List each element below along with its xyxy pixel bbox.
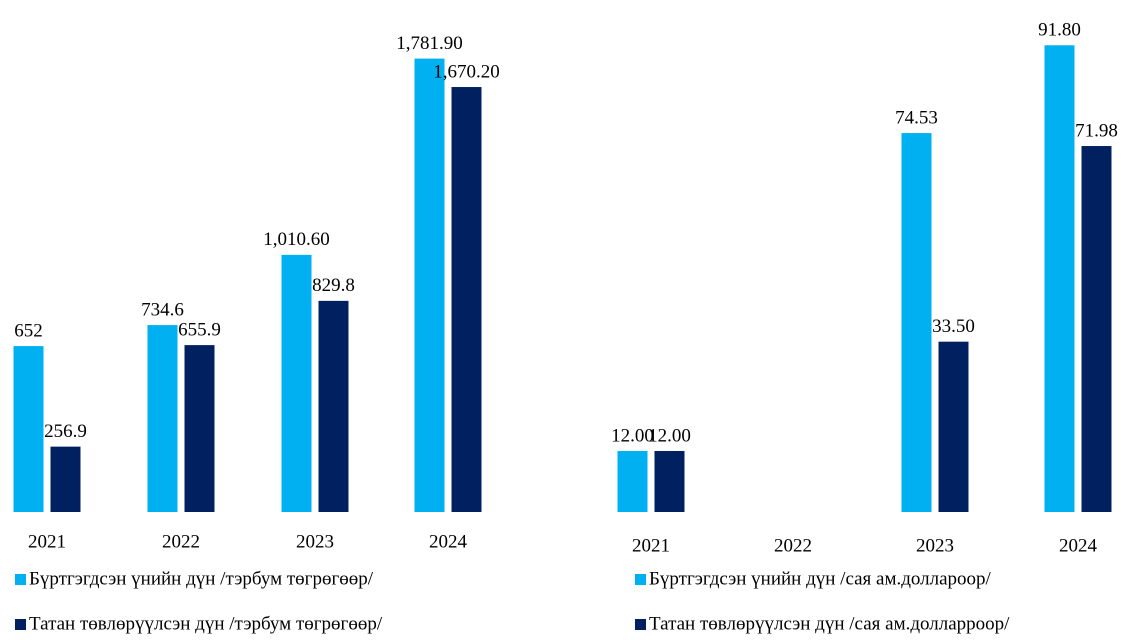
bar (414, 58, 445, 513)
bar (184, 345, 215, 512)
x-tick-label: 2023 (916, 535, 954, 556)
data-label: 91.80 (1038, 20, 1081, 41)
data-label: 256.9 (44, 421, 87, 442)
bar (1081, 146, 1112, 513)
x-tick-label: 2024 (429, 531, 468, 552)
bar (1044, 45, 1075, 513)
bar (901, 133, 932, 512)
legend-swatch (15, 619, 26, 630)
data-label: 734.6 (141, 299, 184, 320)
data-label: 71.98 (1075, 120, 1118, 141)
bar (281, 254, 312, 512)
bar (617, 450, 648, 512)
legend-label: Бүртгэгдсэн үнийн дүн /сая ам.доллароор/ (649, 568, 992, 589)
bar (938, 341, 969, 512)
x-tick-label: 2021 (28, 531, 66, 552)
data-label: 12.00 (611, 425, 654, 446)
data-label: 1,781.90 (396, 33, 463, 54)
legend-label: Татан төвлөрүүлсэн дүн /тэрбум төгрөгөөр… (29, 613, 383, 634)
legend-swatch (635, 619, 646, 630)
x-tick-label: 2022 (162, 531, 200, 552)
legend-label: Татан төвлөрүүлсэн дүн /сая ам.долларроо… (649, 613, 1010, 634)
bar (13, 346, 44, 512)
data-label: 655.9 (178, 319, 221, 340)
bar (147, 325, 178, 512)
data-label: 1,670.20 (433, 61, 500, 82)
bar (654, 450, 685, 512)
data-label: 1,010.60 (263, 229, 330, 250)
bar (50, 446, 81, 512)
x-tick-label: 2021 (632, 535, 670, 556)
data-label: 33.50 (932, 316, 975, 337)
x-tick-label: 2023 (296, 531, 334, 552)
x-tick-label: 2024 (1059, 535, 1098, 556)
data-label: 12.00 (648, 425, 691, 446)
x-tick-label: 2022 (774, 535, 812, 556)
legend-label: Бүртгэгдсэн үнийн дүн /тэрбум төгрөгөөр/ (29, 568, 374, 589)
data-label: 74.53 (895, 107, 938, 128)
legend-swatch (15, 574, 26, 585)
data-label: 829.8 (312, 275, 355, 296)
data-label: 652 (14, 320, 43, 341)
legend-swatch (635, 574, 646, 585)
bar (451, 87, 482, 512)
bar (318, 300, 349, 512)
